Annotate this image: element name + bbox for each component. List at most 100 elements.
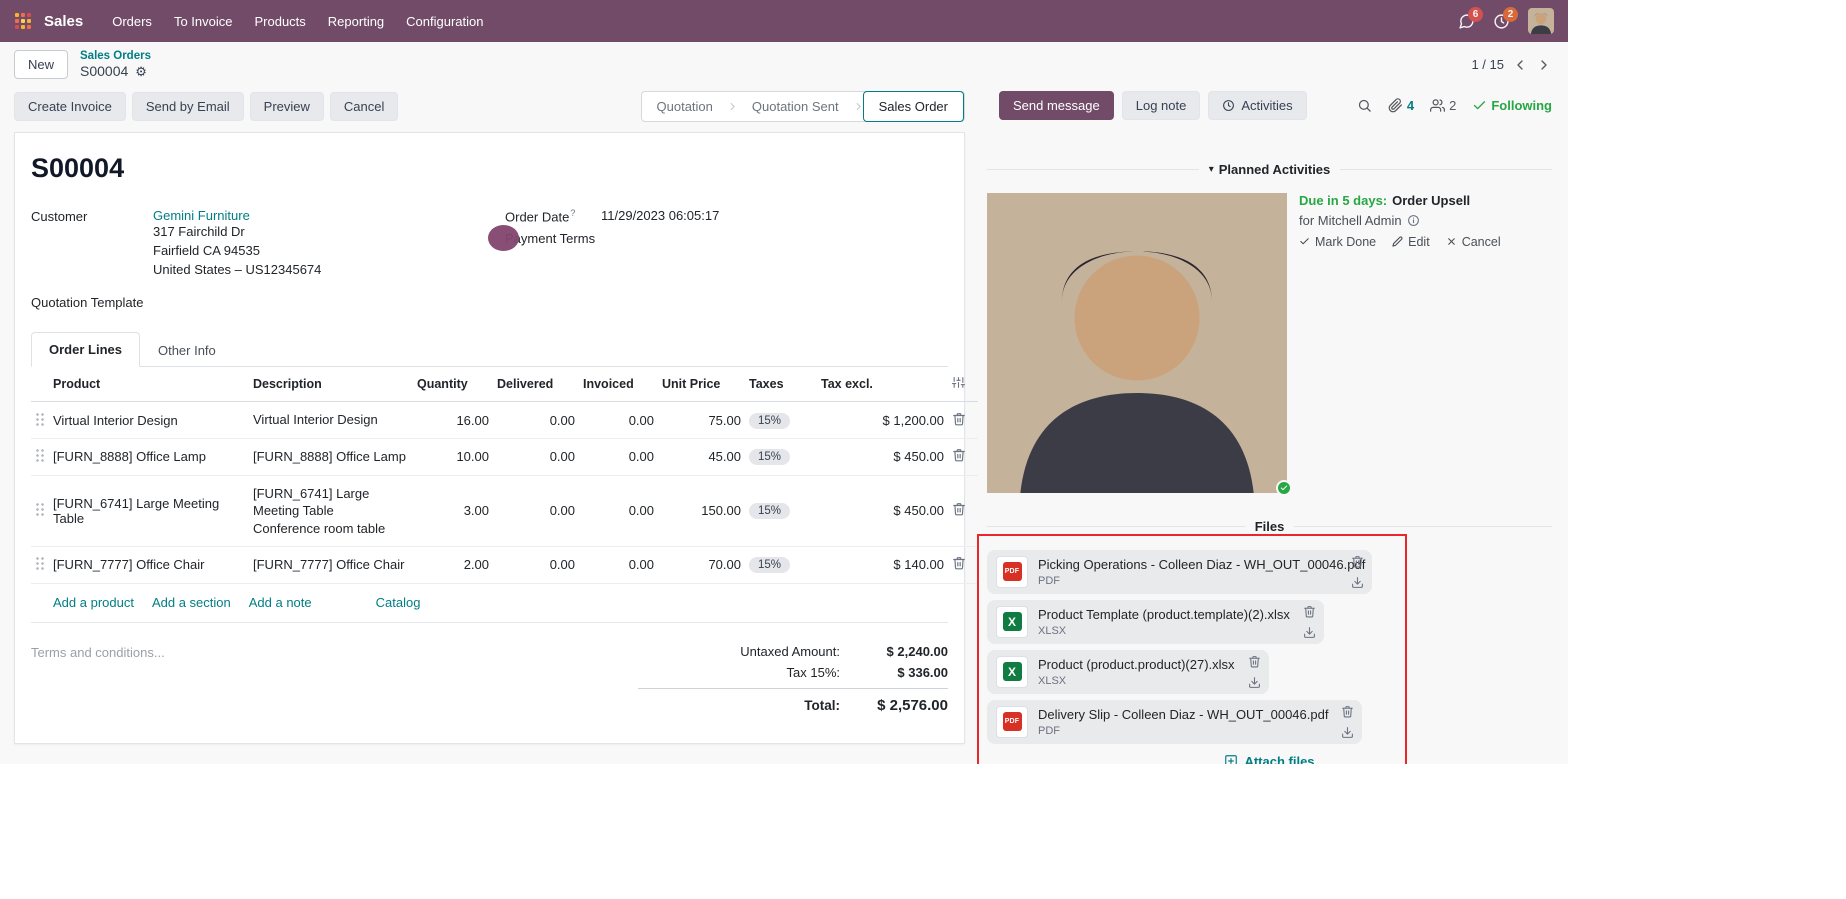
unit-price-cell[interactable]: 70.00 [658,546,745,584]
user-avatar[interactable] [1528,8,1554,34]
settings-gear-icon[interactable]: ⚙ [135,64,147,80]
breadcrumb-parent-link[interactable]: Sales Orders [80,50,151,62]
log-note-button[interactable]: Log note [1121,90,1201,120]
mark-done-button[interactable]: Mark Done [1299,235,1376,249]
add-product-link[interactable]: Add a product [53,594,134,610]
download-file-icon[interactable] [1248,676,1261,689]
people-icon [1430,99,1446,112]
drag-handle-icon[interactable] [35,448,45,463]
taxes-cell[interactable]: 15% [745,438,817,476]
stage-quotation[interactable]: Quotation [644,92,726,121]
pdf-file-icon: PDF [996,705,1028,738]
new-button[interactable]: New [14,50,69,80]
delete-line-icon[interactable] [952,556,966,570]
cancel-button[interactable]: Cancel [329,91,399,121]
followers-button[interactable]: 2 [1430,98,1456,113]
drag-handle-icon[interactable] [35,556,45,571]
product-cell[interactable]: Virtual Interior Design [49,401,249,439]
delete-line-icon[interactable] [952,502,966,516]
add-section-link[interactable]: Add a section [151,594,231,610]
send-message-button[interactable]: Send message [999,90,1114,120]
collapse-caret-icon[interactable]: ▾ [1208,163,1214,175]
product-cell[interactable]: [FURN_8888] Office Lamp [49,438,249,476]
product-cell[interactable]: [FURN_6741] Large Meeting Table [49,475,249,548]
cancel-activity-button[interactable]: Cancel [1446,235,1501,249]
file-attachment[interactable]: PDF Picking Operations - Colleen Diaz - … [987,549,1372,594]
quantity-cell[interactable]: 16.00 [413,401,493,439]
file-attachment[interactable]: X Product (product.product)(27).xlsx XLS… [987,649,1269,694]
info-icon[interactable] [1407,214,1420,227]
stage-sales-order[interactable]: Sales Order [862,90,964,122]
quantity-cell[interactable]: 2.00 [413,546,493,584]
send-by-email-button[interactable]: Send by Email [131,91,244,121]
app-brand[interactable]: Sales [44,12,84,30]
taxes-cell[interactable]: 15% [745,475,817,548]
menu-to-invoice[interactable]: To Invoice [173,13,233,29]
unit-price-cell[interactable]: 45.00 [658,438,745,476]
delete-file-icon[interactable] [1341,705,1354,718]
delivered-cell[interactable]: 0.00 [493,401,579,439]
download-file-icon[interactable] [1341,726,1354,739]
activities-button[interactable]: Activities [1208,90,1307,120]
terms-placeholder[interactable]: Terms and conditions... [31,644,165,660]
pager-next-icon[interactable] [1536,57,1552,73]
download-file-icon[interactable] [1303,626,1316,639]
pager-previous-icon[interactable] [1512,57,1528,73]
unit-price-cell[interactable]: 75.00 [658,401,745,439]
description-cell[interactable]: [FURN_6741] Large Meeting Table Conferen… [249,475,413,548]
customer-link[interactable]: Gemini Furniture [153,207,250,223]
tab-order-lines[interactable]: Order Lines [31,332,140,368]
activities-icon[interactable]: 2 [1493,6,1518,30]
attachments-button[interactable]: 4 [1388,98,1414,113]
delivered-cell[interactable]: 0.00 [493,475,579,548]
add-note-link[interactable]: Add a note [248,594,312,610]
delete-file-icon[interactable] [1351,555,1364,568]
quantity-cell[interactable]: 10.00 [413,438,493,476]
file-attachment[interactable]: PDF Delivery Slip - Colleen Diaz - WH_OU… [987,699,1363,744]
preview-button[interactable]: Preview [249,91,324,121]
invoiced-cell[interactable]: 0.00 [579,546,658,584]
clock-icon [1223,99,1235,111]
menu-orders[interactable]: Orders [112,13,152,29]
delete-file-icon[interactable] [1303,605,1316,618]
taxes-cell[interactable]: 15% [745,546,817,584]
tab-other-info[interactable]: Other Info [140,332,234,367]
file-type: PDF [1038,724,1060,737]
optional-columns-icon[interactable] [952,376,965,389]
create-invoice-button[interactable]: Create Invoice [14,91,126,121]
file-attachment[interactable]: X Product Template (product.template)(2)… [987,599,1324,644]
invoiced-cell[interactable]: 0.00 [579,438,658,476]
edit-activity-button[interactable]: Edit [1392,235,1430,249]
menu-products[interactable]: Products [254,13,306,29]
messages-icon[interactable]: 6 [1458,6,1483,30]
delete-line-icon[interactable] [952,412,966,426]
apps-grid-icon[interactable] [10,8,36,34]
menu-configuration[interactable]: Configuration [406,13,484,29]
stage-quotation-sent[interactable]: Quotation Sent [739,92,852,121]
delete-file-icon[interactable] [1248,655,1261,668]
delete-line-icon[interactable] [952,448,966,462]
assignee-avatar [987,192,1287,493]
attach-files-button[interactable]: Attach files [1224,754,1315,764]
delivered-cell[interactable]: 0.00 [493,546,579,584]
following-toggle[interactable]: Following [1472,98,1552,113]
untaxed-amount-label: Untaxed Amount: [740,643,840,659]
taxes-cell[interactable]: 15% [745,401,817,439]
product-cell[interactable]: [FURN_7777] Office Chair [49,546,249,584]
description-cell[interactable]: [FURN_7777] Office Chair [249,546,413,584]
menu-reporting[interactable]: Reporting [327,13,385,29]
delivered-cell[interactable]: 0.00 [493,438,579,476]
description-cell[interactable]: [FURN_8888] Office Lamp [249,438,413,476]
quantity-cell[interactable]: 3.00 [413,475,493,548]
drag-handle-icon[interactable] [35,411,45,426]
search-messages-icon[interactable] [1357,98,1372,113]
description-cell[interactable]: Virtual Interior Design [249,401,413,439]
invoiced-cell[interactable]: 0.00 [579,401,658,439]
catalog-link[interactable]: Catalog [375,594,421,610]
download-file-icon[interactable] [1351,576,1364,589]
order-date-value[interactable]: 11/29/2023 06:05:17 [601,207,720,223]
unit-price-cell[interactable]: 150.00 [658,475,745,548]
drag-handle-icon[interactable] [35,502,45,517]
tax-badge: 15% [749,557,791,574]
invoiced-cell[interactable]: 0.00 [579,475,658,548]
